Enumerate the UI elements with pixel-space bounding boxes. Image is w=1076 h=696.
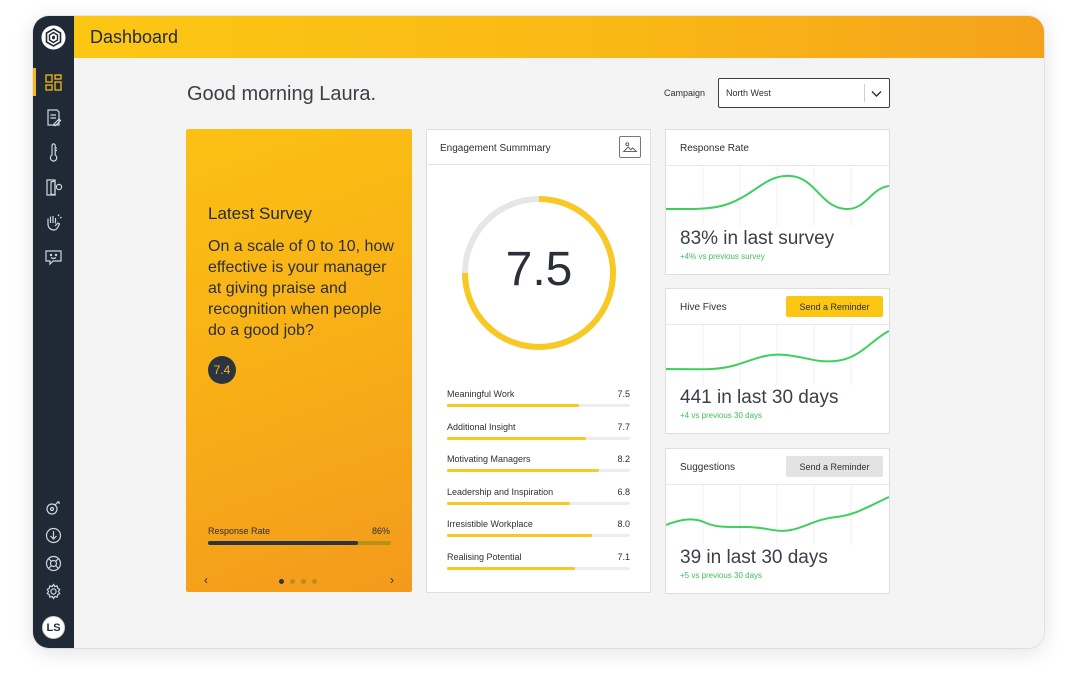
suggestions-title: Suggestions [680,462,736,473]
engagement-metric-row: Leadership and Inspiration 6.8 [447,487,630,509]
pagination-dot[interactable] [301,579,306,584]
card-divider [666,324,889,325]
response-rate-change: +4% vs previous survey [680,252,765,261]
engagement-summary-card: Engagement Summmary 7.5 Meaningful Work 7… [426,129,651,593]
response-rate-stat: 83% in last survey [680,228,835,249]
download-icon[interactable] [43,525,64,546]
metric-label: Additional Insight [447,421,516,432]
pagination-dot[interactable] [279,579,284,584]
card-divider [666,165,889,166]
previous-survey-arrow[interactable]: ‹ [204,573,208,587]
response-rate-sparkline [666,166,889,226]
survey-response-rate-fill [208,541,359,545]
help-icon[interactable] [43,553,64,574]
survey-response-rate-bar [208,541,391,545]
engagement-metric-row: Motivating Managers 8.2 [447,454,630,476]
engagement-metric-row: Meaningful Work 7.5 [447,389,630,411]
metric-value: 8.0 [617,519,630,529]
next-survey-arrow[interactable]: › [390,573,394,587]
campaign-label: Campaign [664,88,706,98]
metric-bar [447,404,630,407]
response-rate-card: Response Rate 83% in last survey +4% vs … [665,129,890,275]
hive-fives-sparkline [666,325,889,385]
card-divider [666,484,889,485]
select-divider [864,84,865,102]
suggestions-card: Suggestions Send a Reminder 39 in last 3… [665,448,890,594]
metric-label: Irresistible Workplace [447,519,533,529]
campaign-selected-value: North West [726,88,771,98]
metric-bar-fill [447,404,579,407]
survey-pagination-dots [279,579,317,584]
thermometer-icon[interactable] [43,142,64,163]
metric-bar [447,566,630,570]
app-window: LS Dashboard Good morning Laura. Campaig… [33,16,1044,648]
hive-fives-card: Hive Fives Send a Reminder 441 in last 3… [665,288,890,434]
suggestions-sparkline [666,485,889,545]
settings-icon[interactable] [43,581,64,602]
survey-response-rate-value: 86% [371,526,390,536]
metric-label: Realising Potential [447,551,522,562]
engagement-gauge [462,196,616,350]
metric-bar-fill [447,469,599,472]
metric-bar [447,501,630,505]
metric-bar [447,534,630,537]
hive-fives-stat: 441 in last 30 days [680,387,839,408]
metric-bar-fill [447,566,576,570]
metric-label: Motivating Managers [447,454,531,464]
high-five-icon[interactable] [43,212,64,233]
response-rate-title: Response Rate [680,143,749,154]
engagement-score: 7.5 [505,243,573,296]
campaign-select[interactable]: North West [718,78,890,108]
chevron-down-icon [871,91,882,97]
page-title: Dashboard [90,27,179,47]
gauge-progress-arc [462,196,616,350]
nav-active-indicator [33,68,36,96]
metric-bar [447,436,630,440]
app-logo-icon[interactable] [41,25,66,50]
suggestions-change: +5 vs previous 30 days [680,571,763,580]
metric-value: 7.7 [617,421,630,432]
survey-score-badge: 7.4 [208,356,236,384]
engagement-metric-row: Irresistible Workplace 8.0 [447,519,630,541]
metric-value: 8.2 [617,454,630,464]
survey-response-rate-label: Response Rate [208,526,271,536]
integrations-icon[interactable] [43,497,64,518]
engagement-metric-row: Realising Potential 7.1 [447,552,630,574]
survey-question: On a scale of 0 to 10, how effective is … [208,238,394,339]
greeting-text: Good morning Laura. [187,83,377,105]
hive-fives-reminder-button[interactable]: Send a Reminder [786,296,883,317]
engagement-title: Engagement Summmary [440,143,551,154]
metric-bar-fill [447,534,592,537]
metric-bar [447,469,630,472]
metric-bar-fill [447,501,570,505]
metric-value: 7.5 [617,389,630,399]
avatar[interactable]: LS [42,616,65,639]
pagination-dot[interactable] [290,579,295,584]
metric-bar-fill [447,436,587,440]
top-bar: Dashboard [74,16,1044,58]
suggestions-reminder-button[interactable]: Send a Reminder [786,456,883,477]
latest-survey-title: Latest Survey [208,204,312,223]
engagement-header: Engagement Summmary [427,130,650,165]
dashboard-icon[interactable] [43,72,64,93]
metric-label: Leadership and Inspiration [447,486,554,497]
engagement-metric-row: Additional Insight 7.7 [447,422,630,444]
door-icon[interactable] [43,177,64,198]
feedback-icon[interactable] [43,247,64,268]
suggestions-stat: 39 in last 30 days [680,547,828,568]
metric-label: Meaningful Work [447,389,515,399]
hive-fives-change: +4 vs previous 30 days [680,411,763,420]
latest-survey-card[interactable]: Latest Survey On a scale of 0 to 10, how… [186,129,412,592]
image-export-icon[interactable] [619,136,641,158]
sidebar: LS [33,16,74,648]
hive-fives-title: Hive Fives [680,302,727,313]
pagination-dot[interactable] [312,579,317,584]
metric-value: 6.8 [617,486,630,497]
metric-value: 7.1 [617,551,630,562]
survey-edit-icon[interactable] [43,107,64,128]
